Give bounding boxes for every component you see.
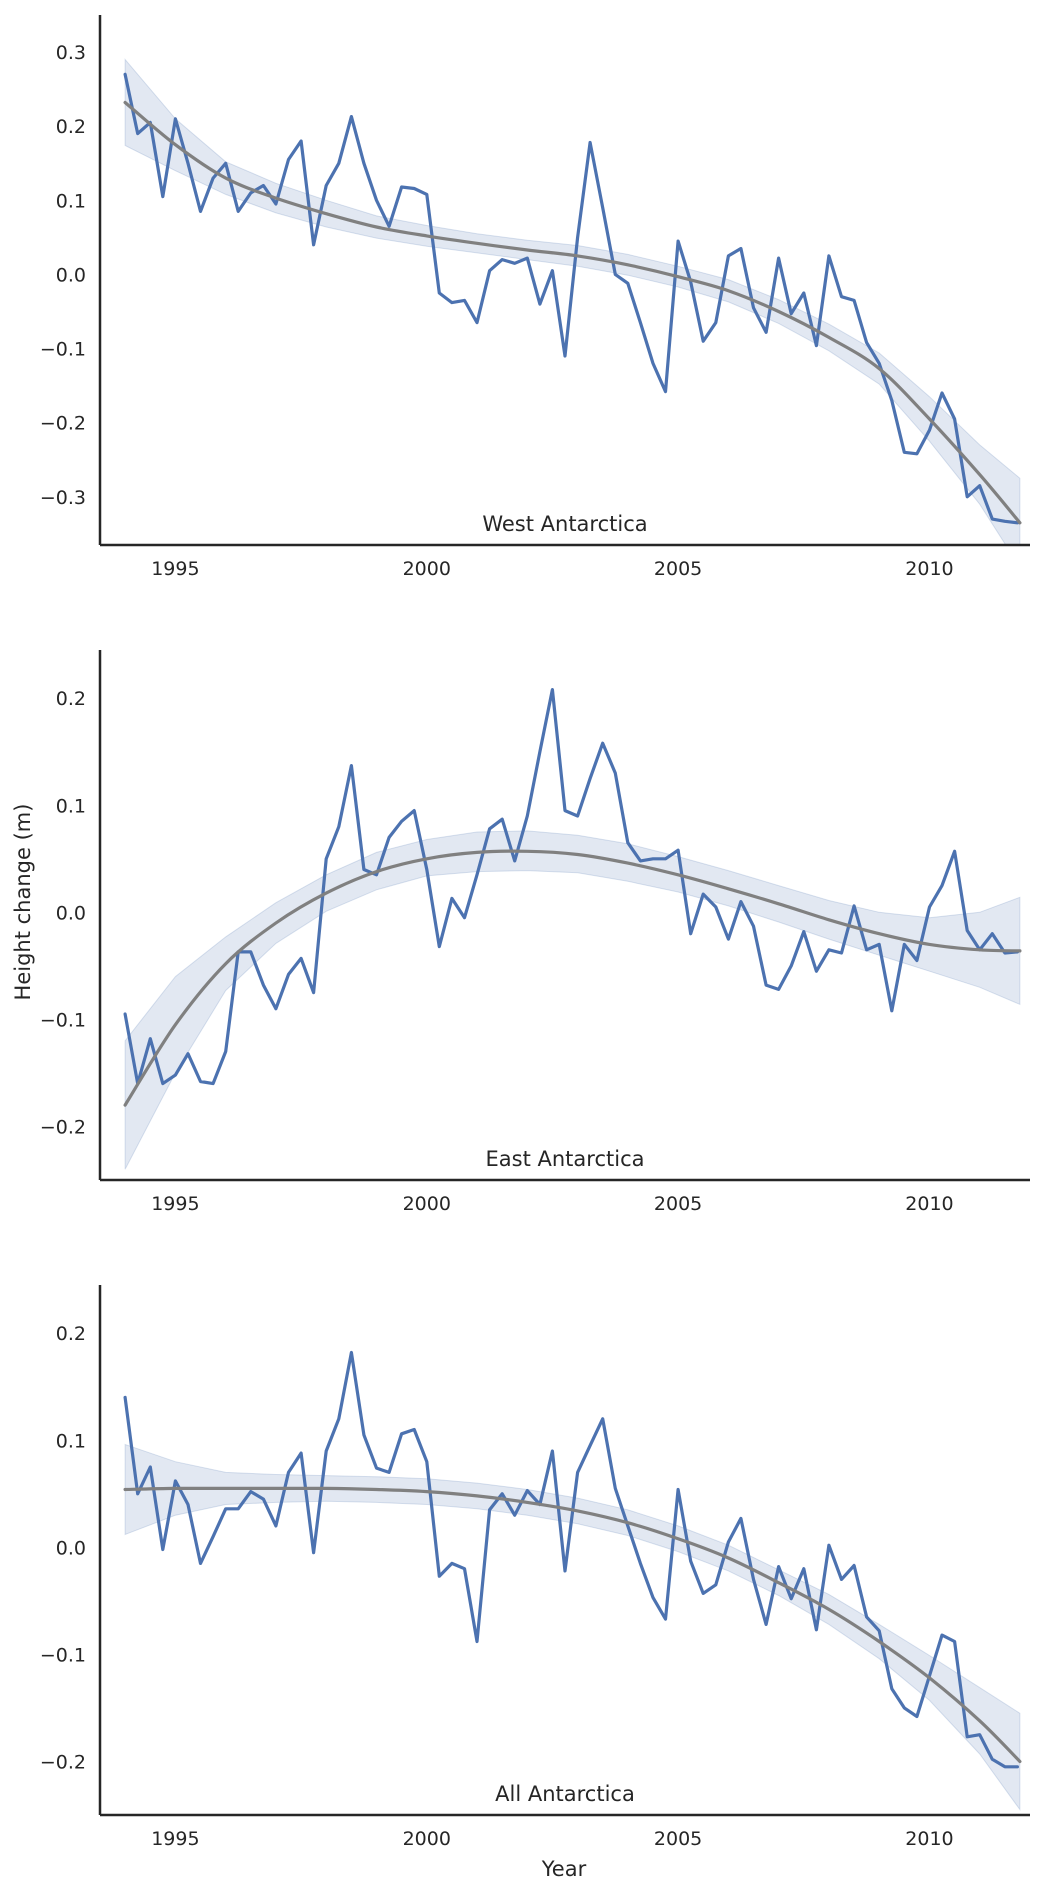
y-tick-label: −0.1 — [40, 1009, 86, 1031]
y-tick-label: −0.1 — [40, 1644, 86, 1666]
series-line-east — [123, 687, 1020, 1086]
x-tick-label: 2010 — [905, 1193, 953, 1215]
panel-west: −0.3 −0.2 −0.1 0.0 0.1 0.2 0.3 1995 2000 2005 2010… — [40, 15, 1030, 580]
fit-curve-all — [123, 1486, 1022, 1764]
y-tick-label: 0.1 — [56, 190, 86, 212]
panel-title-all: All Antarctica — [495, 1782, 635, 1806]
y-tick-label: −0.3 — [40, 487, 86, 509]
x-tick-label: 1995 — [151, 1828, 199, 1850]
confidence-band-east — [124, 830, 1021, 1170]
x-tick-label: 2010 — [905, 1828, 953, 1850]
x-tick-label: 1995 — [151, 1193, 199, 1215]
panel-title-west: West Antarctica — [482, 512, 647, 536]
y-tick-label: 0.2 — [56, 688, 86, 710]
y-tick-label: 0.2 — [56, 116, 86, 138]
y-tick-label: 0.3 — [56, 42, 86, 64]
y-tick-label: −0.2 — [40, 1116, 86, 1138]
y-tick-label: 0.0 — [56, 902, 86, 924]
y-tick-label: 0.1 — [56, 795, 86, 817]
x-tick-label: 2000 — [403, 558, 451, 580]
y-tick-label: 0.1 — [56, 1430, 86, 1452]
confidence-band-all — [124, 1443, 1021, 1812]
x-tick-label: 1995 — [151, 558, 199, 580]
panel-east: −0.2 −0.1 0.0 0.1 0.2 1995 2000 2005 2010 East An… — [40, 650, 1030, 1215]
y-tick-label: −0.2 — [40, 413, 86, 435]
y-tick-label: 0.0 — [56, 1537, 86, 1559]
y-tick-label: 0.2 — [56, 1323, 86, 1345]
y-tick-label: 0.0 — [56, 264, 86, 286]
x-axis-title: Year — [541, 1857, 587, 1881]
x-tick-label: 2010 — [905, 558, 953, 580]
fit-curve-west — [123, 100, 1022, 525]
y-axis-title: Height change (m) — [11, 804, 35, 1001]
x-tick-label: 2005 — [654, 1828, 702, 1850]
x-tick-label: 2000 — [403, 1193, 451, 1215]
fit-curve-east — [123, 849, 1022, 1107]
x-tick-label: 2005 — [654, 558, 702, 580]
x-tick-label: 2005 — [654, 1193, 702, 1215]
series-line-all — [123, 1350, 1020, 1769]
y-tick-label: −0.2 — [40, 1751, 86, 1773]
panel-all: −0.2 −0.1 0.0 0.1 0.2 1995 2000 2005 2010 All Ant… — [40, 1285, 1030, 1850]
y-tick-label: −0.1 — [40, 339, 86, 361]
confidence-band-west — [124, 58, 1021, 545]
series-line-west — [123, 72, 1020, 525]
panel-title-east: East Antarctica — [486, 1147, 645, 1171]
x-tick-label: 2000 — [403, 1828, 451, 1850]
